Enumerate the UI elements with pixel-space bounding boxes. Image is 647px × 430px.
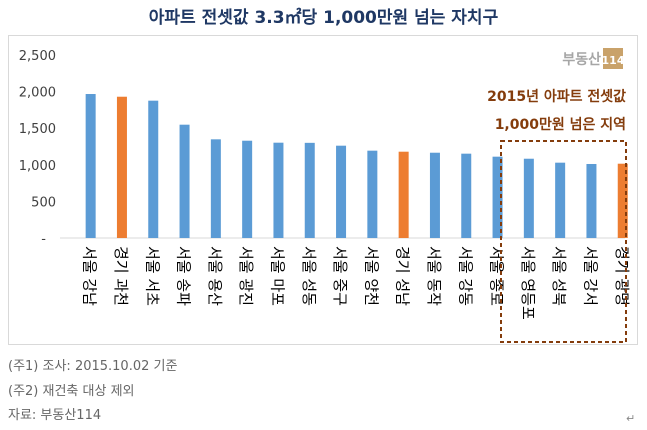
bar-16 [555,162,566,238]
x-tick-label: 서울 송파 [175,246,193,306]
chart-title: 아파트 전셋값 3.3㎡당 1,000만원 넘는 자치구 [148,8,499,28]
x-tick-label: 경기 성남 [394,246,412,306]
y-tick-label: 2,000 [19,86,56,101]
plot-frame [8,35,638,345]
x-tick-label: 서울 광진 [237,246,255,306]
bar-9 [336,145,347,238]
x-tick-label: 서울 성동 [300,246,318,306]
annotation-line-1: 2015년 아파트 전셋값 [487,88,626,105]
x-tick-label: 서울 양천 [362,246,380,306]
bar-1 [85,94,96,239]
x-tick-label: 서울 동작 [425,246,443,306]
bar-14 [492,156,503,238]
x-tick-label: 경기 광명 [613,246,631,306]
y-tick-label: 500 [31,195,56,210]
x-tick-label: 서울 중구 [331,246,349,306]
bar-13 [461,153,472,238]
bar-8 [304,142,315,238]
logo-badge [603,48,623,69]
logo-text: 부동산 [562,51,601,68]
x-tick-label: 서울 종로 [488,246,506,306]
x-tick-label: 서울 강서 [581,246,599,306]
bar-6 [242,140,253,238]
y-tick-label: 1,500 [19,122,56,137]
y-tick-label: 2,500 [19,49,56,64]
bar-3 [148,100,159,238]
y-tick-label: - [41,232,46,247]
x-tick-label: 서울 마포 [268,246,286,306]
bar-chart: - 500 1,000 1,500 2,000 2,500 서울 강남 경기 과천 서울 서초 서… [8,35,638,345]
highlight-box [500,140,627,343]
bar-12 [429,152,440,238]
x-tick-label: 서울 강남 [81,246,99,306]
x-tick-label: 경기 과천 [112,246,130,306]
x-tick-label: 서울 용산 [206,246,224,306]
x-tick-label: 서울 서초 [143,246,161,306]
bar-7 [273,142,284,238]
bar-10 [367,150,378,238]
return-mark: ↵ [626,412,636,425]
note-source: 자료: 부동산114 [8,408,102,423]
x-tick-label: 서울 영등포 [519,246,537,320]
y-tick-label: 1,000 [19,159,56,174]
bar-18 [617,163,628,238]
bar-11 [398,151,409,238]
bar-2 [116,96,127,238]
bar-5 [210,139,221,238]
logo-badge-text: 114 [602,54,625,67]
bar-17 [586,163,597,238]
x-tick-label: 서울 성북 [550,246,568,306]
note-exclusion: (주2) 재건축 대상 제외 [8,384,135,399]
annotation-line-2: 1,000만원 넘은 지역 [495,116,626,133]
bar-4 [179,124,190,238]
note-survey-date: (주1) 조사: 2015.10.02 기준 [8,359,178,374]
bar-15 [523,158,534,238]
x-tick-label: 서울 강동 [456,246,474,306]
